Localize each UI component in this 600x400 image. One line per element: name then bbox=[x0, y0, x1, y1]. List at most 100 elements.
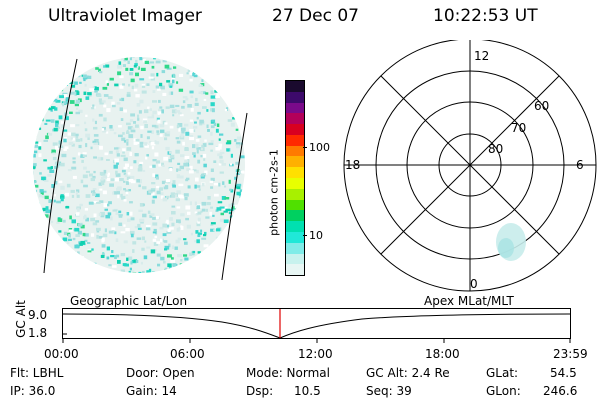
emission-speckle bbox=[141, 83, 145, 87]
emission-speckle bbox=[189, 170, 194, 174]
emission-speckle bbox=[244, 260, 245, 263]
emission-speckle bbox=[165, 179, 171, 183]
emission-speckle bbox=[98, 212, 102, 217]
emission-speckle bbox=[39, 210, 45, 214]
emission-speckle bbox=[182, 141, 185, 146]
emission-speckle bbox=[228, 256, 231, 259]
emission-speckle bbox=[171, 77, 175, 81]
emission-speckle bbox=[33, 153, 36, 158]
emission-speckle bbox=[219, 73, 222, 78]
emission-speckle bbox=[84, 208, 88, 211]
emission-speckle bbox=[99, 71, 103, 74]
emission-speckle bbox=[156, 253, 161, 257]
emission-speckle bbox=[162, 164, 165, 167]
lat-label-60: 60 bbox=[534, 99, 549, 113]
emission-speckle bbox=[106, 83, 109, 86]
emission-speckle bbox=[238, 120, 241, 124]
emission-speckle bbox=[111, 227, 116, 231]
colorbar-segment bbox=[286, 134, 304, 146]
emission-speckle bbox=[218, 146, 222, 150]
emission-speckle bbox=[44, 84, 50, 87]
emission-speckle bbox=[171, 245, 174, 249]
emission-speckle bbox=[196, 149, 199, 154]
colorbar-unit-label: photon cm-2s-1 bbox=[267, 149, 281, 236]
emission-speckle bbox=[241, 256, 245, 261]
emission-speckle bbox=[223, 210, 228, 213]
emission-speckle bbox=[111, 101, 115, 106]
emission-speckle bbox=[213, 229, 218, 232]
emission-speckle bbox=[150, 213, 155, 216]
emission-speckle bbox=[80, 138, 83, 142]
emission-speckle bbox=[77, 207, 80, 212]
emission-speckle bbox=[125, 191, 129, 195]
emission-speckle bbox=[246, 62, 250, 64]
emission-speckle bbox=[251, 181, 254, 184]
emission-speckle bbox=[45, 96, 48, 101]
emission-speckle bbox=[75, 99, 80, 104]
emission-speckle bbox=[194, 184, 197, 189]
emission-speckle bbox=[178, 268, 183, 272]
emission-speckle bbox=[218, 138, 221, 141]
emission-speckle bbox=[159, 82, 163, 87]
emission-speckle bbox=[70, 124, 75, 128]
emission-speckle bbox=[137, 117, 140, 121]
emission-speckle bbox=[242, 103, 245, 107]
emission-speckle bbox=[117, 260, 121, 264]
emission-speckle bbox=[177, 237, 182, 241]
emission-speckle bbox=[85, 170, 90, 173]
emission-speckle bbox=[199, 119, 204, 124]
emission-speckle bbox=[34, 184, 39, 188]
emission-speckle bbox=[118, 222, 123, 226]
emission-speckle bbox=[195, 97, 198, 102]
emission-speckle bbox=[67, 238, 72, 241]
emission-speckle bbox=[205, 216, 210, 219]
emission-speckle bbox=[134, 63, 138, 66]
emission-speckle bbox=[138, 110, 142, 114]
emission-speckle bbox=[33, 214, 37, 217]
emission-speckle bbox=[142, 270, 145, 273]
emission-speckle bbox=[66, 183, 71, 188]
emission-speckle bbox=[75, 138, 80, 142]
emission-speckle bbox=[217, 58, 222, 62]
emission-speckle bbox=[167, 254, 172, 258]
emission-speckle bbox=[50, 166, 53, 169]
colorbar-segment bbox=[286, 124, 304, 135]
emission-speckle bbox=[29, 176, 33, 179]
emission-speckle bbox=[239, 170, 243, 175]
emission-speckle bbox=[129, 57, 132, 61]
emission-speckle bbox=[114, 177, 119, 182]
emission-speckle bbox=[161, 70, 166, 74]
emission-speckle bbox=[190, 108, 194, 112]
emission-speckle bbox=[33, 167, 36, 170]
emission-speckle bbox=[60, 72, 63, 76]
emission-speckle bbox=[82, 74, 87, 79]
emission-speckle bbox=[184, 123, 189, 127]
emission-speckle bbox=[176, 140, 181, 144]
emission-speckle bbox=[222, 235, 226, 239]
emission-speckle bbox=[60, 121, 64, 124]
emission-speckle bbox=[28, 267, 33, 271]
emission-speckle bbox=[104, 208, 108, 211]
emission-speckle bbox=[232, 109, 237, 112]
emission-speckle bbox=[201, 57, 205, 60]
emission-speckle bbox=[247, 160, 250, 163]
emission-speckle bbox=[80, 260, 85, 265]
emission-speckle bbox=[164, 132, 170, 137]
emission-speckle bbox=[142, 186, 147, 189]
emission-speckle bbox=[139, 141, 144, 145]
emission-speckle bbox=[136, 179, 140, 183]
emission-speckle bbox=[229, 188, 232, 191]
emission-speckle bbox=[62, 101, 67, 104]
emission-speckle bbox=[131, 85, 134, 90]
colorbar-tick-mark bbox=[303, 147, 307, 148]
emission-speckle bbox=[63, 129, 68, 132]
emission-speckle bbox=[41, 242, 46, 245]
emission-speckle bbox=[92, 192, 96, 196]
emission-speckle bbox=[209, 261, 215, 265]
emission-speckle bbox=[160, 194, 164, 199]
emission-speckle bbox=[80, 240, 85, 245]
emission-speckle bbox=[183, 254, 188, 257]
emission-speckle bbox=[96, 229, 100, 233]
emission-speckle bbox=[56, 254, 61, 259]
emission-speckle bbox=[230, 163, 232, 166]
